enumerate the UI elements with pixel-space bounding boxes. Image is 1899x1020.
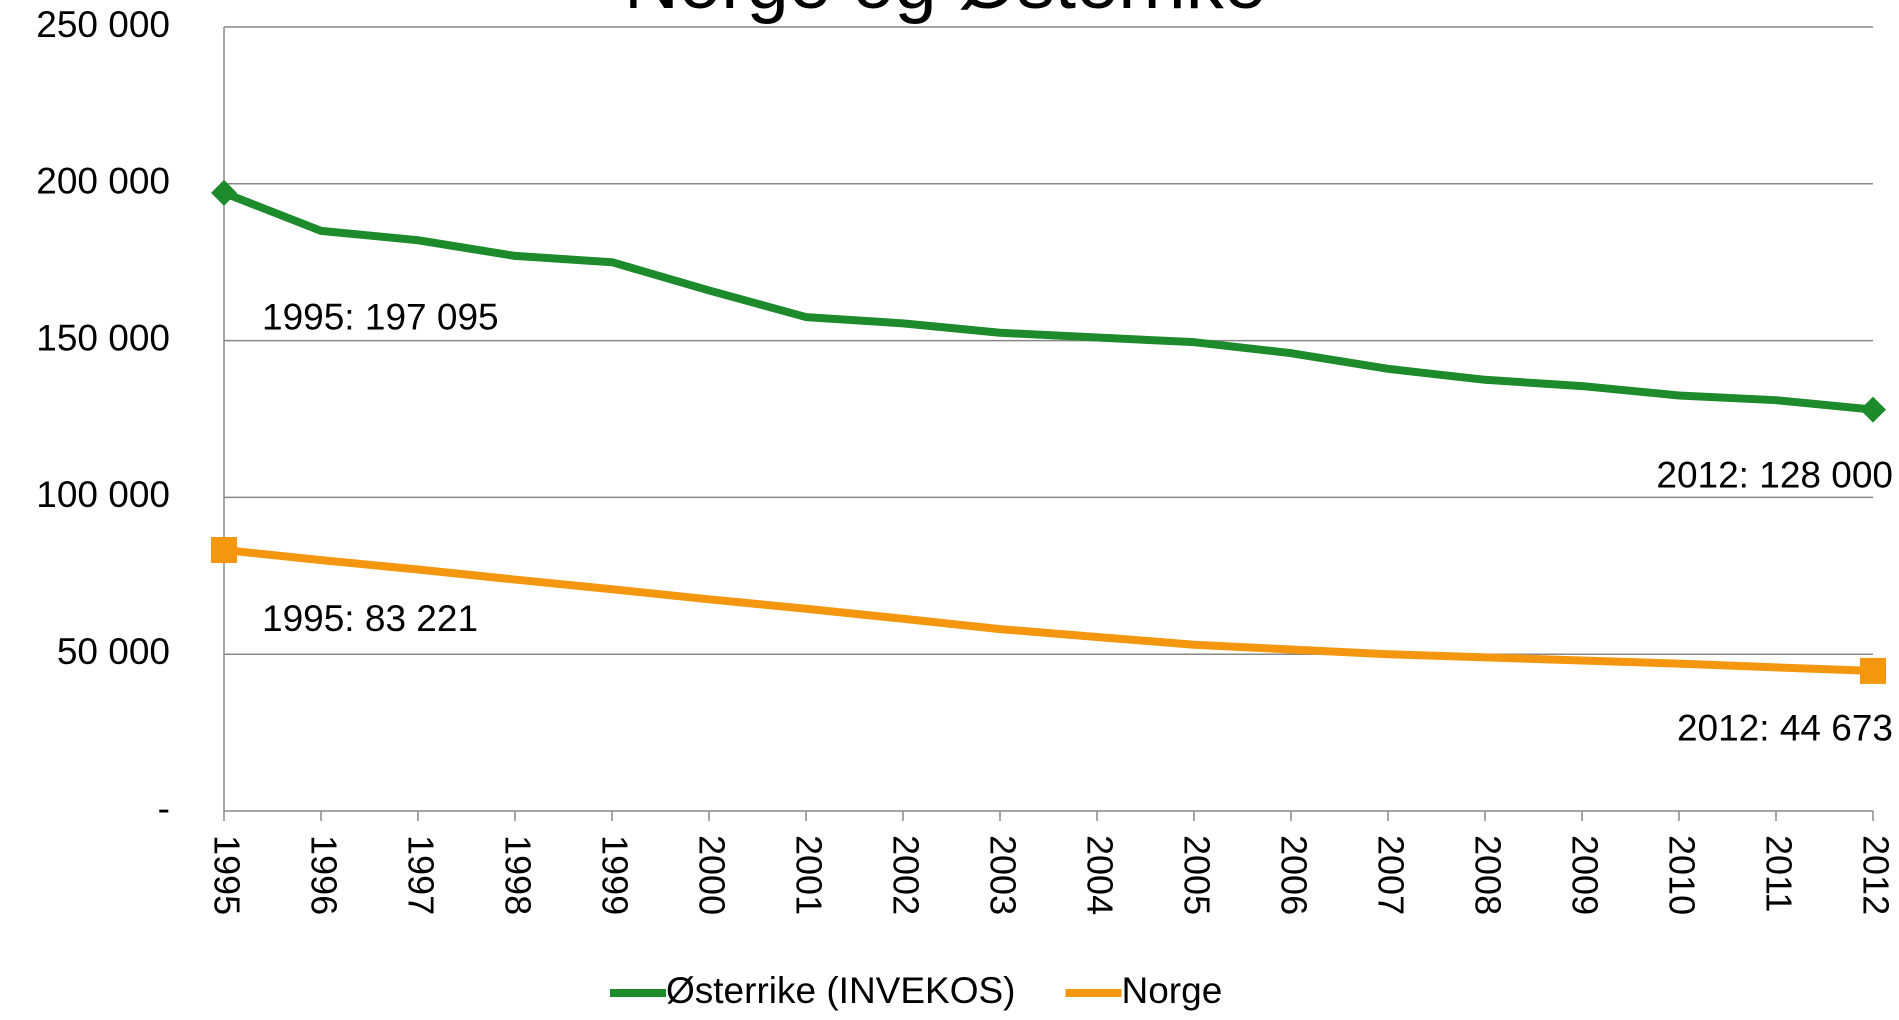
x-tick-label: 1997 (400, 835, 441, 915)
x-tick-label: 2011 (1758, 835, 1799, 912)
marker (1860, 657, 1886, 684)
line (223, 546, 1874, 675)
x-tick-label: 1996 (303, 835, 344, 915)
data-label: 2012: 128 000 (1656, 454, 1893, 495)
marker (1860, 396, 1886, 423)
data-label: 2012: 44 673 (1677, 708, 1893, 749)
y-tick-label: 200 000 (36, 161, 170, 202)
legend-label: Norge (1122, 970, 1223, 1011)
marker (211, 179, 237, 206)
line (222, 189, 1874, 414)
y-tick-label: - (158, 788, 170, 829)
x-tick-label: 2006 (1273, 835, 1314, 915)
data-label: 1995: 197 095 (262, 297, 499, 338)
data-label: 1995: 83 221 (262, 598, 478, 639)
x-tick-label: 2009 (1564, 835, 1605, 915)
x-tick-label: 2002 (885, 835, 926, 915)
y-tick-label: 150 000 (36, 317, 170, 358)
chart-title: Norge og Østerrike (624, 0, 1266, 25)
y-tick-label: 50 000 (57, 631, 170, 672)
x-tick-label: 2012 (1855, 835, 1896, 915)
x-tick-label: 1999 (594, 835, 635, 915)
x-tick-label: 2008 (1467, 835, 1508, 915)
x-tick-label: 2000 (691, 835, 732, 915)
x-tick-label: 2004 (1079, 835, 1120, 915)
x-tick-label: 2003 (982, 835, 1023, 915)
y-tick-label: 250 000 (36, 4, 170, 45)
y-tick-label: 100 000 (36, 474, 170, 515)
x-tick-label: 1995 (206, 835, 247, 915)
legend-label: Østerrike (INVEKOS) (666, 970, 1016, 1011)
x-tick-label: 2010 (1661, 835, 1702, 915)
x-tick-label: 2005 (1176, 835, 1217, 915)
x-tick-label: 2001 (788, 835, 829, 915)
x-tick-label: 2007 (1370, 835, 1411, 915)
marker (211, 537, 237, 564)
x-tick-label: 1998 (497, 835, 538, 915)
